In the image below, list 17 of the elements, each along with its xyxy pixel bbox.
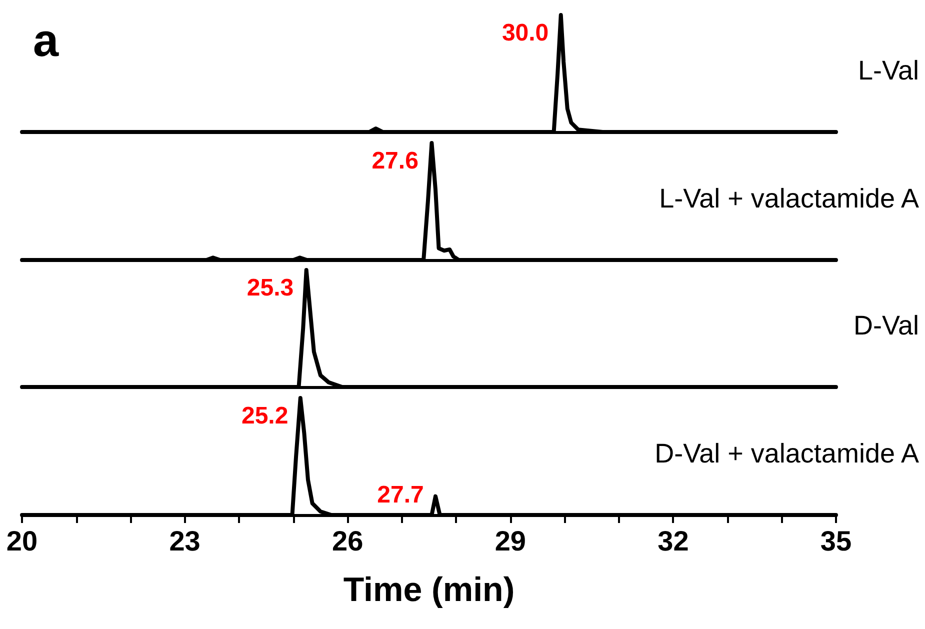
annotation: 27.6	[372, 148, 418, 174]
series-label: D-Val + valactamide A	[654, 438, 919, 468]
series-label: L-Val + valactamide A	[659, 184, 919, 214]
x-tick-label: 23	[169, 526, 200, 556]
series-label: D-Val	[853, 310, 919, 340]
annotation: 27.7	[377, 482, 424, 508]
x-tick-label: 29	[494, 526, 526, 556]
x-tick-label: 35	[820, 526, 852, 556]
series-label: L-Val	[858, 56, 919, 86]
chart-title: a	[33, 14, 59, 66]
x-tick-label: 20	[6, 526, 38, 556]
annotation: 25.3	[246, 274, 294, 302]
x-tick-label: 26	[332, 526, 364, 556]
x-tick-label: 32	[658, 526, 689, 556]
annotation: 30.0	[502, 20, 549, 46]
x-axis-title: Time (min)	[343, 571, 515, 609]
annotation: 25.2	[241, 402, 288, 430]
